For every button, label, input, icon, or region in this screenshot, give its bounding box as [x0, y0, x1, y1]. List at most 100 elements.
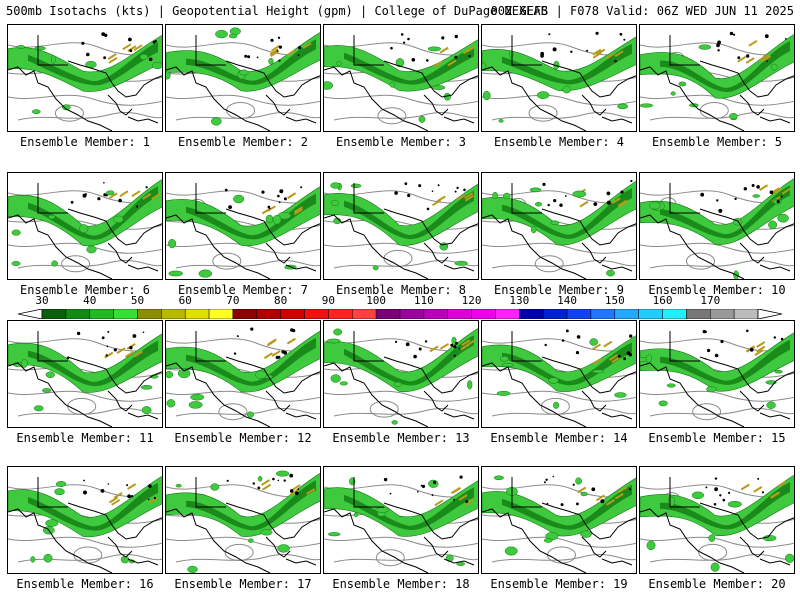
jet-core — [761, 55, 772, 63]
height-contour — [17, 553, 162, 563]
ensemble-member-map — [323, 24, 479, 132]
ensemble-member-label: Ensemble Member: 9 — [493, 283, 625, 297]
jet-core — [608, 354, 618, 361]
coastline — [630, 179, 633, 183]
coastline — [67, 502, 162, 540]
isotach-patch — [327, 532, 341, 537]
ensemble-member-label: Ensemble Member: 15 — [648, 431, 786, 445]
coastline — [66, 356, 70, 360]
coastline — [127, 412, 159, 420]
coastline — [423, 390, 449, 412]
coastline — [581, 390, 607, 412]
coastline — [225, 60, 320, 98]
height-contour — [324, 536, 478, 548]
isotach-patch — [152, 61, 162, 70]
isotach-patch — [11, 229, 21, 236]
coastline — [8, 362, 113, 427]
coastline — [431, 494, 434, 497]
coastline — [297, 488, 300, 490]
jet-core — [127, 483, 137, 490]
colorbar-tick-label: 70 — [226, 294, 240, 307]
coastline — [389, 492, 392, 495]
coastline — [383, 208, 478, 246]
coastline — [403, 41, 406, 44]
isotach-patch — [432, 85, 446, 91]
coastline — [103, 193, 107, 197]
jet-core — [618, 486, 628, 493]
isotach-patch — [188, 401, 203, 409]
coastline — [289, 489, 294, 493]
ensemble-member-label: Ensemble Member: 16 — [16, 577, 154, 591]
isotach-colorbar: 30 40 50 60 70 80 90 100 110 120 130 140 150 160 170 — [0, 294, 800, 320]
jet-core — [458, 494, 468, 501]
isotach-band — [186, 337, 316, 386]
ensemble-member-map — [323, 172, 479, 280]
ensemble-member-label: Ensemble Member: 8 — [335, 283, 467, 297]
height-contour — [333, 111, 478, 121]
map-graphic — [166, 470, 320, 573]
height-contour — [8, 536, 162, 548]
isotach-patch — [11, 261, 21, 266]
isotach-patch — [389, 82, 396, 88]
coastline — [270, 38, 274, 42]
colorbar-swatch — [352, 309, 377, 319]
isotach-patch — [418, 115, 426, 123]
height-contour — [482, 536, 636, 548]
coastline — [411, 58, 416, 62]
ensemble-member-map — [639, 320, 795, 428]
ensemble-member-label: Ensemble Member: 19 — [490, 577, 628, 591]
isotach-patch — [504, 546, 518, 556]
jet-core — [465, 499, 475, 506]
jet-core — [605, 52, 615, 60]
isotach-patch — [766, 401, 776, 409]
isotach-patch — [335, 60, 342, 66]
isotach-band — [344, 487, 474, 531]
coastline — [195, 183, 226, 214]
isotach-patch — [708, 534, 716, 542]
isotach-band — [28, 483, 158, 531]
colorbar-swatch — [161, 309, 186, 319]
coastline — [600, 499, 605, 504]
coastline — [84, 193, 88, 196]
map-graphic — [324, 475, 478, 573]
jet-core — [133, 350, 143, 358]
coastline — [128, 37, 132, 42]
coastline — [417, 491, 419, 493]
coastline — [595, 31, 599, 35]
isotach-patch — [45, 519, 59, 527]
isotach-patch — [20, 359, 28, 368]
coastline — [780, 195, 783, 198]
coastline — [250, 327, 254, 331]
coastline — [453, 354, 456, 357]
coastline — [511, 35, 542, 66]
colorbar-swatch — [638, 309, 663, 319]
height-contour — [649, 111, 794, 121]
coastline — [292, 329, 296, 333]
isotach-patch — [42, 388, 52, 393]
colorbar-tick-label: 40 — [83, 294, 97, 307]
coastline — [130, 495, 134, 498]
jet-core — [108, 56, 118, 64]
isotach-patch — [580, 491, 588, 497]
ensemble-member-label: Ensemble Member: 14 — [490, 431, 628, 445]
coastline — [541, 208, 636, 246]
coastline — [669, 35, 700, 66]
isotach-patch — [667, 496, 676, 507]
jet-core — [619, 200, 629, 207]
height-contour — [649, 259, 794, 269]
colorbar-tick-label: 50 — [130, 294, 145, 307]
isotach-patch — [265, 214, 274, 224]
coastline — [103, 182, 105, 184]
height-contour — [699, 102, 729, 119]
isotach-patch — [166, 71, 171, 80]
height-contour — [491, 553, 636, 563]
coastline — [324, 214, 429, 279]
jet-core — [108, 192, 118, 200]
isotach-patch — [550, 220, 560, 226]
coastline — [640, 214, 745, 279]
jet-core — [769, 491, 779, 499]
coastline — [699, 502, 794, 540]
coastline — [297, 54, 300, 56]
coastline — [437, 184, 440, 187]
coastline — [265, 536, 291, 558]
